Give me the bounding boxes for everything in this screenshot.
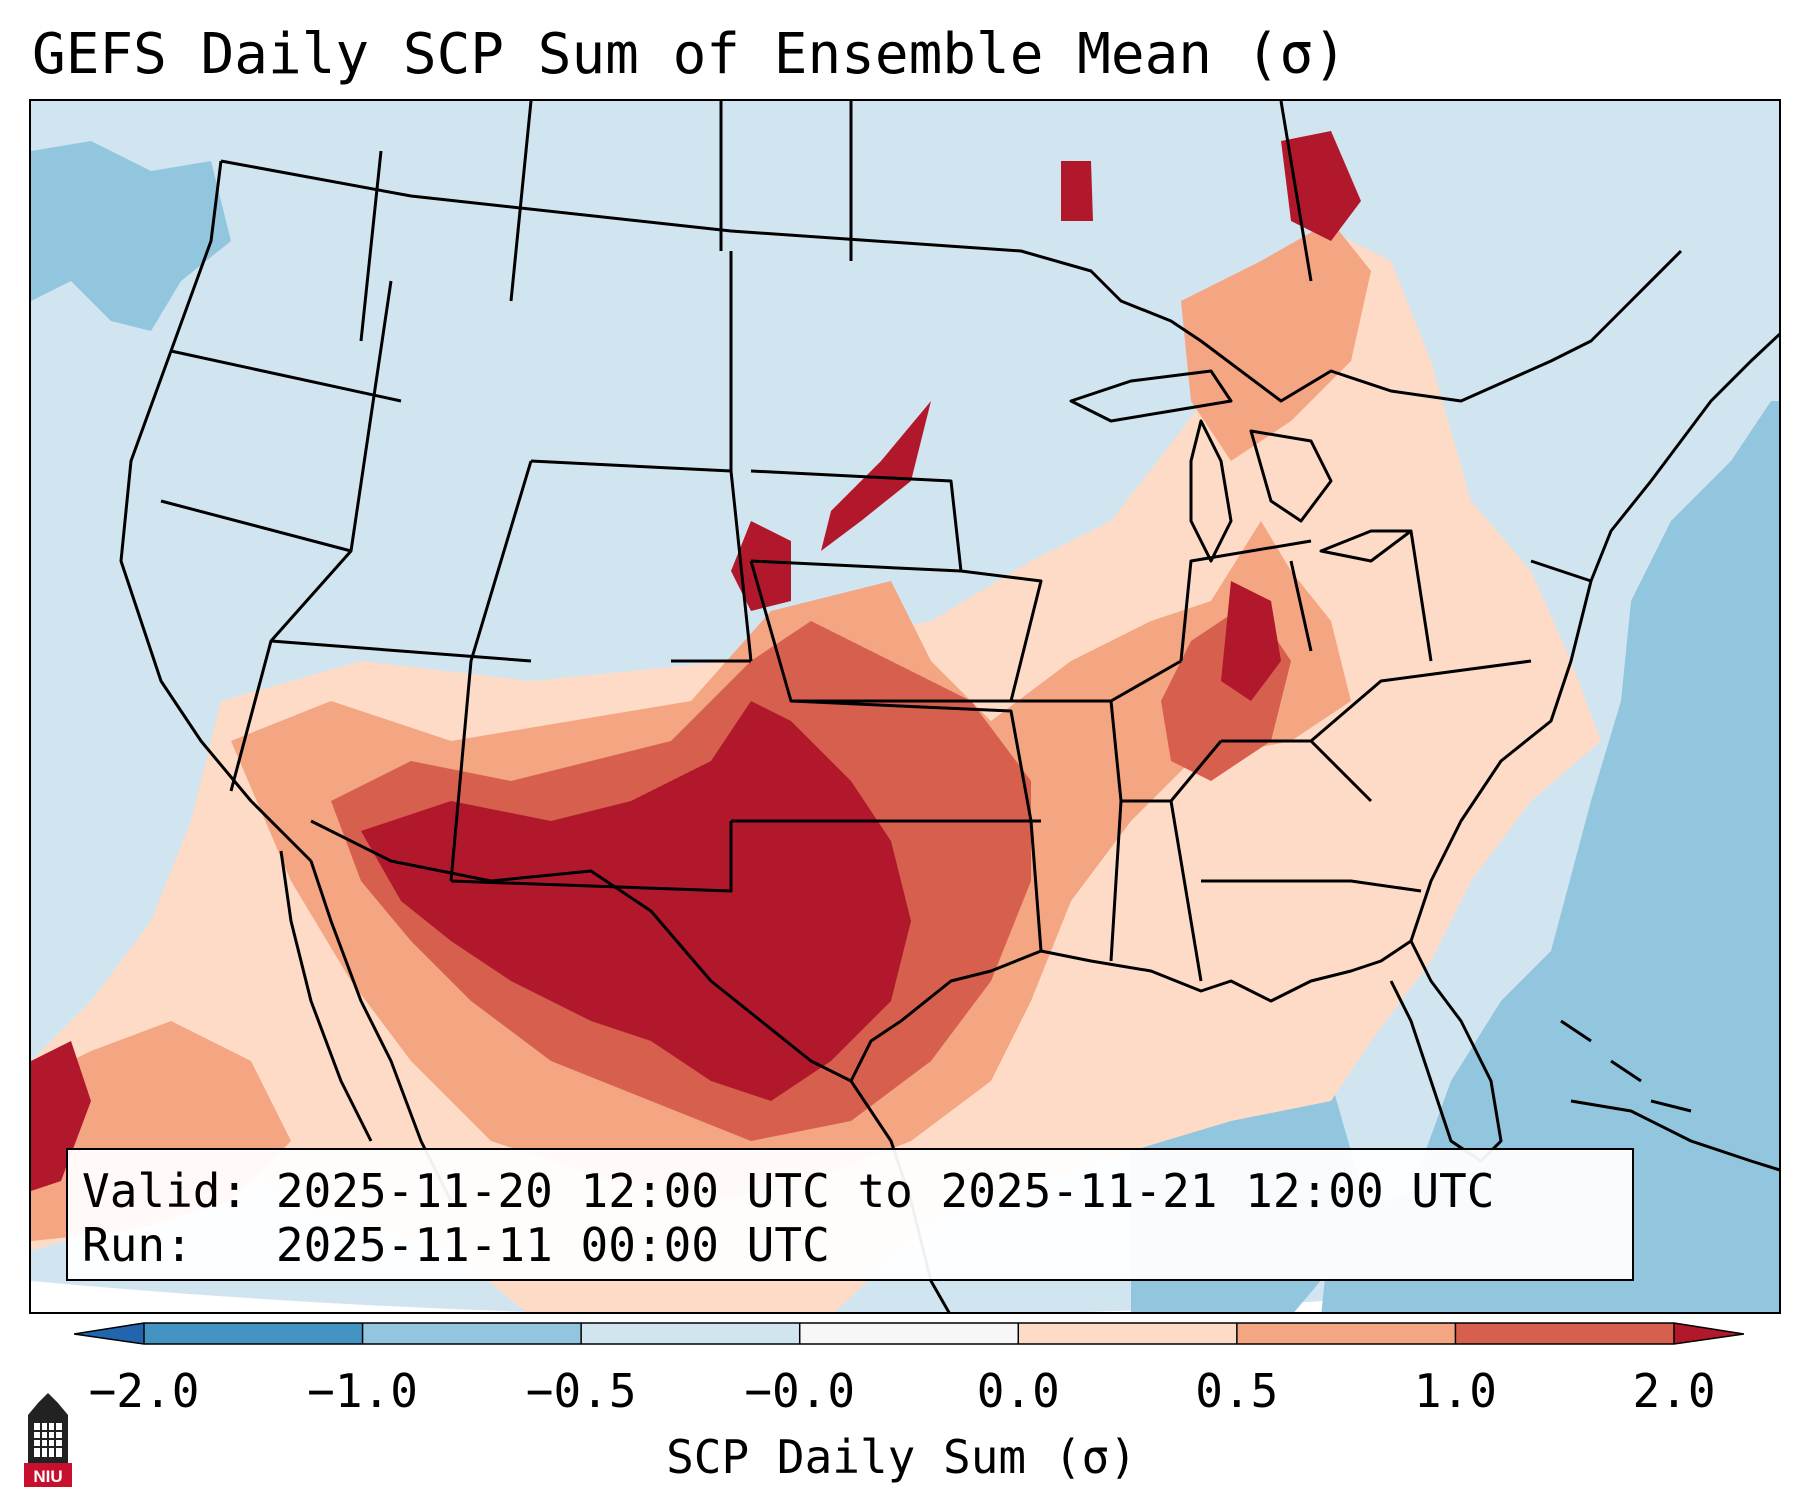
colorbar-bin [144,1323,364,1344]
colorbar-bin [362,1323,582,1344]
canada-province-borders [359,101,1313,342]
state-borders-west [160,251,1041,893]
map-panel [29,99,1781,1314]
cuba [1570,1099,1779,1172]
colorbar-tick-label: 0.5 [1195,1364,1279,1418]
gulf-coast [849,939,1412,1082]
lake-michigan [1189,419,1233,563]
indiana-red [1221,581,1281,701]
colorbar-tick-label: −0.5 [525,1364,637,1418]
nebraska-red [731,521,791,611]
colorbar-tick-label: 1.0 [1413,1364,1497,1418]
us-canada-border [220,159,1683,403]
colorbar-tick-label: −0.0 [744,1364,856,1418]
bahamas [1560,1019,1692,1113]
pacific-sw-red [31,1041,91,1191]
colorbar-tick-label: 2.0 [1632,1364,1716,1418]
us-west-coast [119,160,313,863]
run-time: 2025-11-11 00:00 UTC [275,1218,830,1272]
run-label: Run: [82,1218,193,1272]
colorbar-bin [1455,1323,1675,1344]
colorbar-tick-label: −1.0 [307,1364,418,1418]
pacific-blue-region [31,141,231,331]
colorbar [74,1322,1744,1345]
colorbar-bin [1236,1323,1456,1344]
colorbar-extend-low [74,1323,144,1344]
colorbar-label: SCP Daily Sum (σ) [666,1430,1137,1484]
colorbar-tick-label: −2.0 [88,1364,200,1418]
hudson-red [1061,161,1093,221]
colorbar-bin [799,1323,1019,1344]
valid-time-range: 2025-11-20 12:00 UTC to 2025-11-21 12:00… [275,1164,1495,1218]
map-title: GEFS Daily SCP Sum of Ensemble Mean (σ) [32,22,1347,87]
valid-run-info-box: Valid: 2025-11-20 12:00 UTC to 2025-11-2… [66,1148,1634,1281]
lake-huron [1249,429,1333,523]
valid-label: Valid: [82,1164,249,1218]
baja-peninsula [279,850,373,1142]
atlantic-blue-region [1321,401,1779,1312]
us-mexico-border [310,819,852,1083]
state-borders-central [749,469,1312,822]
lake-superior [1069,369,1233,423]
scp-map [31,101,1779,1312]
niu-logo: NIU [24,1393,72,1487]
colorbar-tick-label: 0.0 [976,1364,1060,1418]
niu-logo-text: NIU [33,1467,62,1486]
colorbar-bin [581,1323,801,1344]
boundaries [119,101,1779,1312]
colorbar-bin [1018,1323,1238,1344]
state-borders-east [1029,530,1592,982]
colorbar-extend-high [1674,1323,1744,1344]
